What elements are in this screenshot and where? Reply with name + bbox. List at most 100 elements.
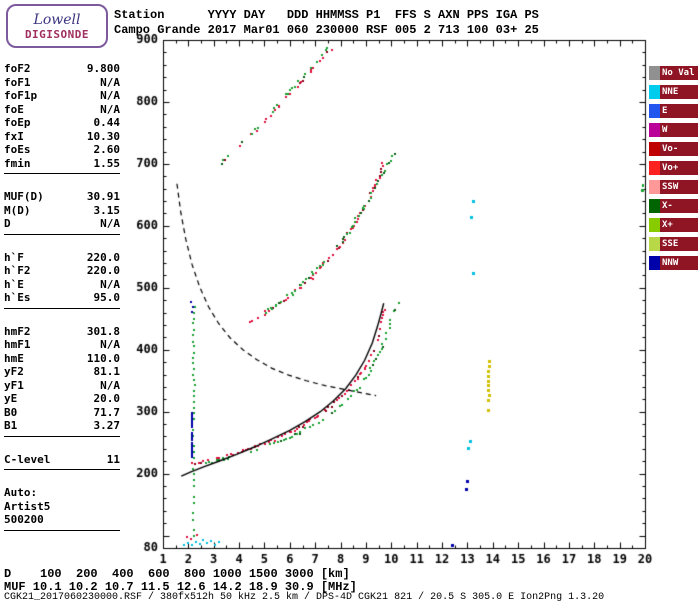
scaled-parameters-panel: foF2 9.800 foF1 N/A foF1p N/A foE N/A foEp 0.44 fx… [4, 62, 120, 547]
legend-label: W [660, 122, 698, 137]
parameter-group: foF2 9.800 foF1 N/A foF1p N/A foE N/A foEp 0.44 fx… [4, 62, 120, 174]
distance-row: D 100 200 400 600 800 1000 1500 3000 [km… [4, 567, 350, 581]
param-label: h`Es [4, 291, 31, 304]
legend-color-swatch [649, 122, 660, 137]
param-label: yF2 [4, 365, 24, 378]
param-value: N/A [100, 75, 120, 89]
legend-item-vo+: Vo+ [649, 158, 699, 177]
param-label: hmF2 [4, 324, 31, 338]
legend-label: Vo+ [660, 160, 698, 175]
param-value: 71.7 [93, 405, 121, 419]
param-label: foF1p [4, 89, 38, 102]
param-row-foe: foE N/A [4, 103, 120, 117]
param-row-hmf1: hmF1 N/A [4, 338, 120, 352]
param-label: foEs [4, 143, 31, 156]
param-value: 30.91 [86, 190, 120, 203]
param-row-hes: h`Es 95.0 [4, 291, 120, 305]
param-label: C-level [4, 452, 51, 466]
param-value: 11 [106, 452, 120, 466]
param-label: hmE [4, 351, 24, 365]
param-label: MUF(D) [4, 190, 44, 203]
parameter-group: Auto: Artist5 500200 [4, 486, 120, 531]
param-value: 2.60 [93, 143, 121, 156]
legend-color-swatch [649, 255, 660, 270]
footer-info: CGK21_2017060230000.RSF / 380fx512h 50 k… [4, 592, 605, 603]
param-row-auto: Auto: [4, 486, 120, 500]
param-value: 220.0 [86, 250, 120, 264]
param-label: yE [4, 392, 18, 405]
legend-label: Vo- [660, 141, 698, 156]
legend-label: No Val [660, 65, 698, 80]
param-label: B0 [4, 405, 18, 419]
param-label: B1 [4, 419, 18, 432]
legend-item-sse: SSE [649, 234, 699, 253]
param-row-mufd: MUF(D) 30.91 [4, 190, 120, 204]
param-row-fxi: fxI 10.30 [4, 130, 120, 144]
legend-color-swatch [649, 103, 660, 118]
legend-label: SSW [660, 179, 698, 194]
param-row-clevel: C-level 11 [4, 453, 120, 467]
param-row-fmin: fmin 1.55 [4, 157, 120, 171]
legend-label: NNE [660, 84, 698, 99]
parameter-group: MUF(D) 30.91 M(D) 3.15 D N/A [4, 190, 120, 235]
param-row-b1: B1 3.27 [4, 419, 120, 433]
param-value: 20.0 [93, 392, 121, 405]
param-label: h`F2 [4, 264, 31, 277]
muf-row: MUF 10.1 10.2 10.7 11.5 12.6 14.2 18.9 3… [4, 580, 357, 594]
param-row-fof1: foF1 N/A [4, 76, 120, 90]
legend-color-swatch [649, 84, 660, 99]
header-field-names-row: Station YYYY DAY DDD HHMMSS P1 FFS S AXN… [114, 8, 539, 22]
param-value: N/A [100, 277, 120, 291]
param-value: N/A [100, 102, 120, 116]
legend-color-swatch [649, 141, 660, 156]
param-label: Auto: [4, 486, 38, 499]
param-row-he: h`E N/A [4, 278, 120, 292]
param-label: foF2 [4, 62, 31, 75]
param-row-yf1: yF1 N/A [4, 379, 120, 393]
legend-item-w: W [649, 120, 699, 139]
lowell-digisonde-logo: Lowell DIGISONDE [6, 4, 108, 48]
param-row-foes: foEs 2.60 [4, 143, 120, 157]
param-row-hf: h`F 220.0 [4, 251, 120, 265]
param-label: Artist5 [4, 499, 51, 513]
param-row-artist5: Artist5 [4, 500, 120, 514]
legend-color-swatch [649, 65, 660, 80]
legend-item-x+: X+ [649, 215, 699, 234]
param-value: N/A [100, 89, 120, 102]
parameter-group: h`F 220.0 h`F2 220.0 h`E N/A h`Es 95.0 [4, 251, 120, 309]
param-label: fxI [4, 129, 24, 143]
param-row-d: D N/A [4, 217, 120, 231]
legend-color-swatch [649, 236, 660, 251]
parameter-group: hmF2 301.8 hmF1 N/A hmE 110.0 yF2 81.1 yF1 N/A yE 2… [4, 325, 120, 437]
legend-color-swatch [649, 217, 660, 232]
logo-text-lowell: Lowell [33, 11, 81, 28]
logo-text-digisonde: DIGISONDE [24, 27, 90, 41]
param-label: 500200 [4, 513, 44, 526]
param-label: hmF1 [4, 338, 31, 351]
param-value: 3.15 [93, 203, 121, 217]
param-label: yF1 [4, 378, 24, 392]
legend-item-nne: NNE [649, 82, 699, 101]
param-label: M(D) [4, 203, 31, 217]
param-row-hme: hmE 110.0 [4, 352, 120, 366]
param-label: h`E [4, 277, 24, 291]
legend-item-vo-: Vo- [649, 139, 699, 158]
parameter-group: C-level 11 [4, 453, 120, 470]
legend-item-nnw: NNW [649, 253, 699, 272]
legend-label: X+ [660, 217, 698, 232]
param-value: 3.27 [93, 419, 121, 432]
param-row-yf2: yF2 81.1 [4, 365, 120, 379]
legend-label: E [660, 103, 698, 118]
legend-label: SSE [660, 236, 698, 251]
param-label: h`F [4, 250, 24, 264]
legend-color-swatch [649, 198, 660, 213]
param-value: 301.8 [86, 324, 120, 338]
param-row-fof1p: foF1p N/A [4, 89, 120, 103]
param-row-b0: B0 71.7 [4, 406, 120, 420]
param-row-fof2: foF2 9.800 [4, 62, 120, 76]
param-value: 110.0 [86, 351, 120, 365]
legend-color-swatch [649, 179, 660, 194]
param-value: 9.800 [86, 62, 120, 75]
